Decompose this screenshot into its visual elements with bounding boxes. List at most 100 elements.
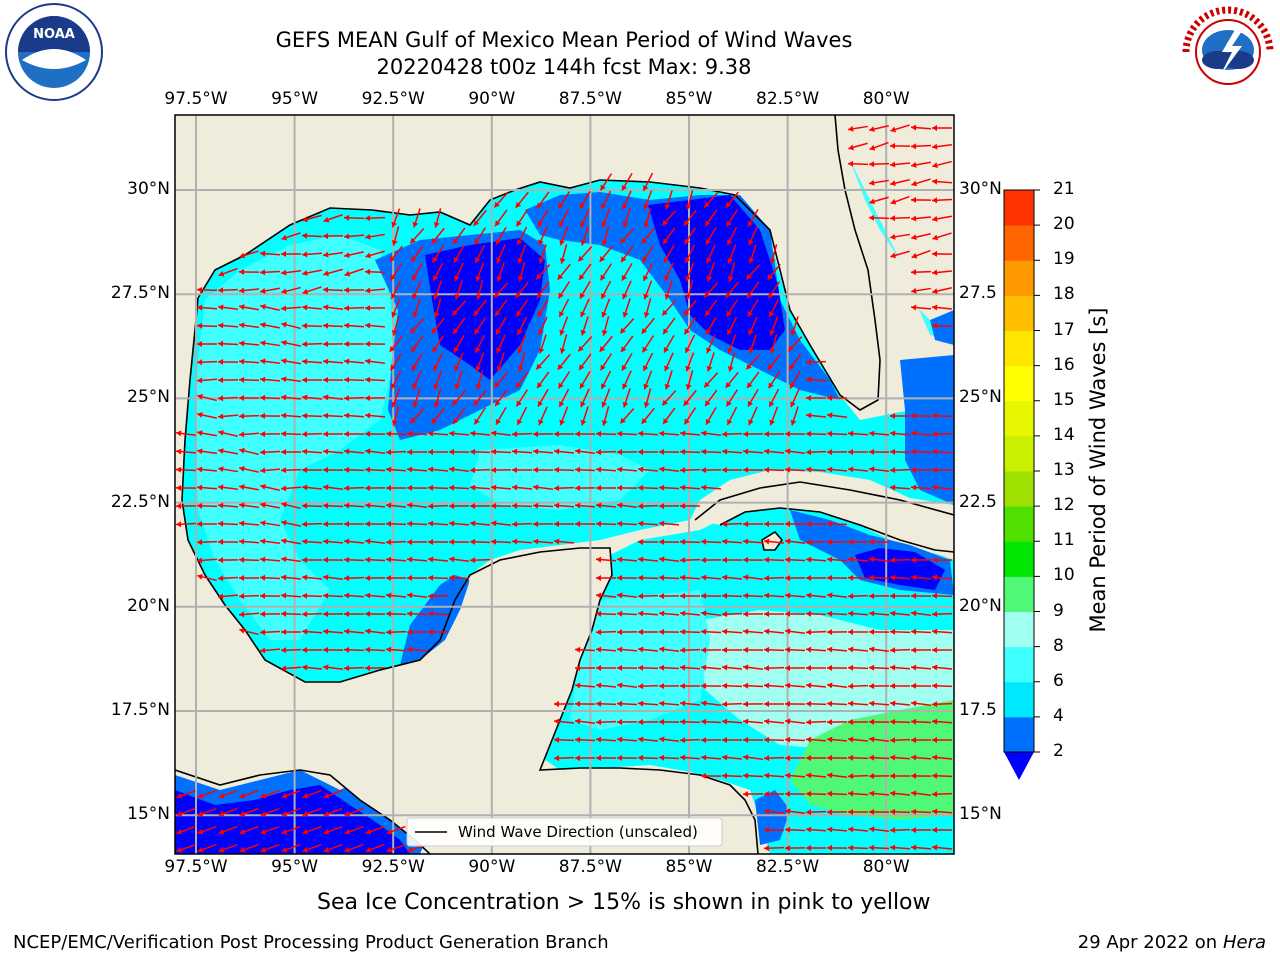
wave-direction-arrows (175, 124, 953, 853)
wave-direction-arrowhead (722, 701, 728, 708)
wave-direction-arrowhead (932, 178, 938, 185)
wave-direction-arrowhead (176, 466, 182, 473)
wave-direction-arrowhead (218, 538, 224, 545)
wave-direction-arrowhead (701, 610, 707, 617)
wave-direction-arrowhead (911, 647, 917, 654)
wave-direction-arrowhead (575, 665, 581, 672)
wave-direction-arrowhead (869, 179, 875, 186)
wave-direction-arrowhead (827, 682, 833, 689)
wave-direction-arrowhead (659, 718, 665, 725)
wave-direction-arrowhead (726, 310, 732, 317)
wave-direction-arrowhead (239, 268, 245, 275)
wave-direction-arrowhead (932, 431, 938, 438)
wave-direction-arrowhead (806, 376, 812, 383)
wave-direction-arrowhead (411, 256, 417, 263)
wave-direction-arrowhead (218, 466, 224, 473)
wave-direction-arrowhead (365, 233, 371, 240)
wave-direction-arrowhead (580, 419, 587, 426)
wave-direction-arrowhead (890, 827, 896, 834)
wave-direction-arrowhead (701, 557, 707, 564)
wave-direction-arrowhead (659, 646, 665, 653)
wave-direction-arrowhead (323, 521, 329, 528)
wave-direction-arrowhead (302, 448, 308, 455)
wave-darkblue-west (425, 238, 545, 380)
wave-direction-arrowhead (197, 393, 203, 400)
wave-direction-arrowhead (911, 467, 917, 474)
wave-direction-arrowhead (533, 502, 539, 509)
wave-direction-arrowhead (365, 448, 371, 455)
wave-direction-arrowhead (764, 718, 770, 725)
wave-direction-arrowhead (764, 736, 770, 743)
wave-direction-arrowhead (575, 448, 581, 455)
wave-direction-arrowhead (827, 772, 833, 779)
wave-direction-arrowhead (664, 275, 670, 282)
wave-direction-arrowhead (806, 539, 812, 546)
wave-direction-arrowhead (747, 292, 753, 299)
land-florida (770, 115, 954, 410)
wave-direction-arrowhead (722, 718, 728, 725)
wave-direction-arrowhead (344, 214, 350, 221)
wave-direction-arrowhead (747, 310, 754, 317)
wave-direction-arrowhead (302, 431, 308, 438)
wave-direction-arrowhead (621, 364, 628, 371)
lon-tick-label-top: 95°W (271, 89, 319, 109)
wave-direction-arrowhead (848, 160, 854, 167)
wave-direction-arrowhead (365, 485, 371, 492)
wave-direction-arrowhead (281, 610, 287, 617)
wave-direction-arrowhead (537, 382, 543, 389)
wave-direction-arrowhead (869, 700, 875, 707)
wave-direction-arrowhead (323, 792, 330, 799)
lat-tick-label-left: 17.5°N (110, 700, 170, 720)
wave-direction-arrowhead (643, 383, 650, 390)
wave-direction-arrowhead (323, 664, 329, 671)
wave-direction-arrowhead (848, 629, 853, 635)
wave-direction-arrowhead (827, 844, 833, 851)
map-legend: Wind Wave Direction (unscaled) (406, 817, 723, 847)
wave-direction-arrowhead (344, 305, 350, 312)
wave-direction-arrowhead (680, 718, 686, 725)
wave-direction-arrowhead (260, 810, 267, 817)
colorbar-segment (1004, 190, 1034, 226)
wave-direction-arrowhead (197, 322, 203, 329)
wave-direction-arrowhead (701, 484, 707, 491)
wave-direction-arrowhead (260, 322, 266, 328)
wave-direction-arrowhead (323, 270, 329, 277)
wave-direction-arrowhead (365, 430, 371, 437)
wave-direction-arrowhead (767, 273, 774, 280)
wave-direction-arrowhead (617, 664, 623, 671)
wave-direction-arrowhead (554, 718, 560, 725)
wave-direction-arrowhead (365, 466, 371, 473)
wave-direction-arrowhead (659, 520, 665, 527)
wave-direction-arrowhead (580, 329, 587, 336)
wave-direction-arrowhead (643, 222, 650, 228)
wave-direction-arrowhead (281, 321, 287, 328)
legend-label: Wind Wave Direction (unscaled) (458, 823, 698, 841)
wave-direction-arrowhead (281, 828, 288, 835)
wave-direction-arrowhead (764, 628, 770, 635)
wave-direction-arrowhead (743, 682, 749, 689)
lon-tick-label-bottom: 95°W (271, 857, 319, 877)
land-mexico-south (175, 660, 440, 790)
wave-direction-arrowhead (622, 221, 629, 228)
wave-direction-arrowhead (512, 538, 518, 545)
wave-direction-arrowhead (517, 366, 524, 372)
wave-direction-arrowhead (538, 257, 545, 264)
wave-direction-arrowhead (659, 466, 665, 473)
wave-direction-arrowhead (302, 270, 308, 276)
wave-direction-arrowhead (579, 202, 586, 209)
colorbar-segment (1004, 471, 1034, 507)
wave-direction-arrowhead (932, 827, 937, 833)
wave-direction-arrowhead (260, 431, 266, 438)
wave-direction-arrowhead (365, 395, 371, 402)
wave-direction-arrowhead (911, 827, 917, 834)
wave-direction-arrowhead (638, 484, 644, 491)
lon-tick-label-bottom: 87.5°W (558, 857, 622, 877)
wave-direction-arrowhead (431, 237, 438, 244)
wave-direction-arrowhead (239, 358, 245, 365)
wave-direction-arrowhead (365, 502, 371, 509)
wave-direction-arrowhead (239, 466, 245, 472)
wave-direction-arrowhead (890, 215, 896, 222)
wave-direction-arrowhead (622, 401, 629, 408)
wave-direction-arrowhead (197, 573, 203, 580)
wave-direction-arrowhead (638, 503, 644, 510)
